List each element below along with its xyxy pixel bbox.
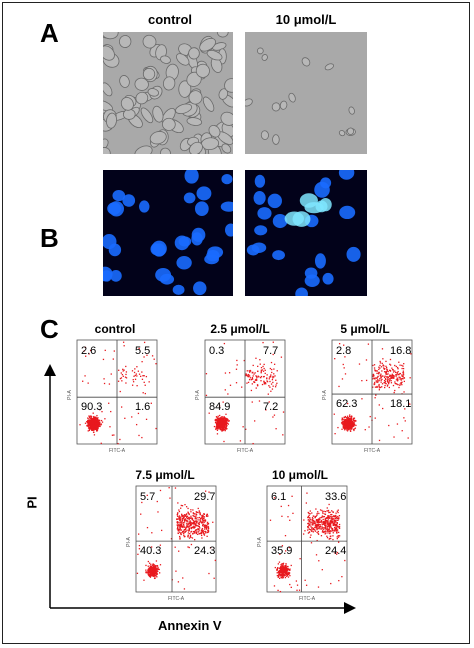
quadrant-lower-right-value: 24.4 bbox=[325, 545, 347, 558]
quadrant-upper-left-value: 6.1 bbox=[271, 491, 287, 503]
plot-x-label: FITC-A bbox=[109, 448, 126, 454]
header-control: control bbox=[147, 12, 193, 27]
header-10umol: 10 μmol/L bbox=[275, 12, 337, 27]
panel-letter-c: C bbox=[40, 314, 59, 344]
y-axis-title: PI bbox=[24, 496, 40, 509]
phase-contrast-treated-image bbox=[245, 32, 367, 154]
quadrant-lower-left-value: 35.9 bbox=[271, 545, 293, 558]
plot-x-label: FITC-A bbox=[299, 596, 316, 602]
flow-plot-label: control bbox=[94, 322, 136, 336]
quadrant-upper-right-value: 5.5 bbox=[135, 345, 151, 357]
flow-plot-label: 7.5 μmol/L bbox=[135, 468, 195, 482]
flow-cytometry-plot-2-5: 0.3 7.7 84.9 7.2 FITC-A PI-A bbox=[195, 338, 287, 456]
flow-cytometry-plot-control: 2.6 5.5 90.3 1.6 FITC-A PI-A bbox=[67, 338, 159, 456]
quadrant-lower-right-value: 7.2 bbox=[263, 401, 279, 414]
fluorescence-control-image bbox=[103, 170, 233, 296]
flow-plot-label: 10 μmol/L bbox=[271, 468, 329, 482]
quadrant-upper-left-value: 0.3 bbox=[209, 345, 225, 357]
flow-plot-label: 5 μmol/L bbox=[340, 322, 390, 336]
x-axis-title: Annexin V bbox=[158, 618, 222, 633]
flow-cytometry-plot-10: 6.1 33.6 35.9 24.4 FITC-A PI-A bbox=[257, 484, 349, 604]
quadrant-upper-right-value: 29.7 bbox=[194, 491, 216, 503]
quadrant-lower-right-value: 1.6 bbox=[135, 401, 151, 414]
quadrant-lower-left-value: 84.9 bbox=[209, 401, 231, 414]
fluorescence-treated-image bbox=[245, 170, 367, 296]
panel-letter-a: A bbox=[40, 18, 59, 48]
figure-frame bbox=[2, 2, 470, 644]
quadrant-upper-left-value: 2.8 bbox=[336, 345, 352, 357]
phase-contrast-control-image bbox=[103, 32, 233, 154]
flow-cytometry-plot-7-5: 5.7 29.7 40.3 24.3 FITC-A PI-A bbox=[126, 484, 218, 604]
panel-letter-b: B bbox=[40, 223, 59, 253]
quadrant-upper-left-value: 2.6 bbox=[81, 345, 97, 357]
quadrant-lower-left-value: 40.3 bbox=[140, 545, 162, 558]
quadrant-lower-right-value: 24.3 bbox=[194, 545, 216, 558]
plot-x-label: FITC-A bbox=[237, 448, 254, 454]
quadrant-lower-left-value: 62.3 bbox=[336, 398, 358, 411]
plot-x-label: FITC-A bbox=[168, 596, 185, 602]
flow-plot-label: 2.5 μmol/L bbox=[210, 322, 270, 336]
flow-cytometry-plot-5: 2.8 16.8 62.3 18.1 FITC-A PI-A bbox=[322, 338, 414, 456]
quadrant-upper-right-value: 7.7 bbox=[263, 345, 279, 357]
quadrant-lower-left-value: 90.3 bbox=[81, 401, 103, 414]
quadrant-upper-right-value: 16.8 bbox=[390, 345, 412, 357]
plot-x-label: FITC-A bbox=[364, 448, 381, 454]
quadrant-upper-right-value: 33.6 bbox=[325, 491, 347, 503]
quadrant-lower-right-value: 18.1 bbox=[390, 398, 412, 411]
quadrant-upper-left-value: 5.7 bbox=[140, 491, 156, 503]
